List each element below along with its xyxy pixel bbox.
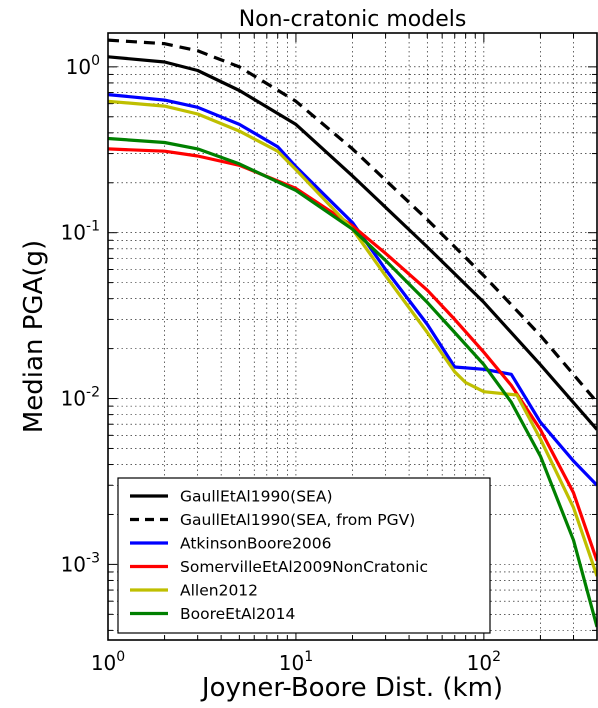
x-tick-label: 100 bbox=[91, 649, 125, 675]
legend-label-2: AtkinsonBoore2006 bbox=[180, 535, 332, 553]
legend-label-0: GaullEtAl1990(SEA) bbox=[180, 488, 333, 506]
x-tick-label: 101 bbox=[279, 649, 313, 675]
y-tick-label: 100 bbox=[66, 53, 100, 79]
x-tick-label: 102 bbox=[467, 649, 501, 675]
legend-label-5: BooreEtAl2014 bbox=[180, 605, 295, 623]
y-tick-label: 10-2 bbox=[61, 385, 100, 411]
legend-label-3: SomervilleEtAl2009NonCratonic bbox=[180, 558, 428, 576]
y-tick-label: 10-3 bbox=[61, 550, 100, 576]
x-axis-title: Joyner-Boore Dist. (km) bbox=[200, 673, 503, 703]
y-tick-label: 10-1 bbox=[61, 219, 100, 245]
legend-label-4: Allen2012 bbox=[180, 582, 258, 600]
y-axis-title: Median PGA(g) bbox=[19, 240, 49, 433]
legend: GaullEtAl1990(SEA) GaullEtAl1990(SEA, fro… bbox=[118, 478, 490, 633]
series-line-0 bbox=[108, 57, 597, 430]
chart-title: Non-cratonic models bbox=[239, 7, 467, 32]
legend-label-1: GaullEtAl1990(SEA, from PGV) bbox=[180, 511, 415, 529]
x-tick-labels: 100 101 102 bbox=[91, 649, 501, 675]
y-tick-labels: 10-3 10-2 10-1 100 bbox=[61, 53, 100, 577]
